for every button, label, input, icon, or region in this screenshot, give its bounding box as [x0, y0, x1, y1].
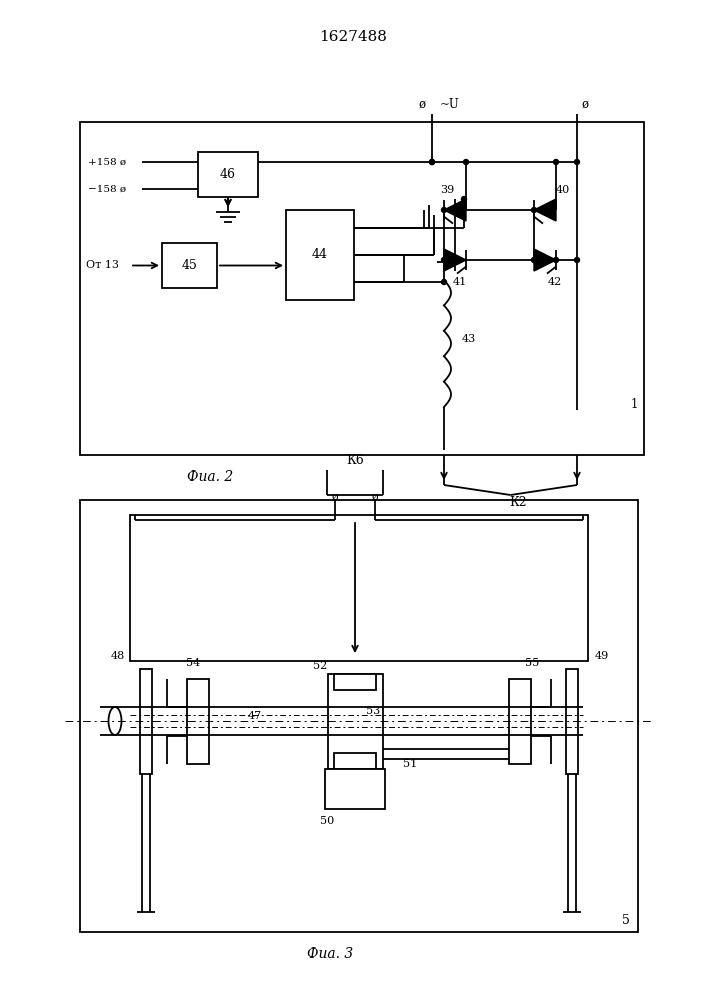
Bar	[140, 668, 152, 774]
Bar	[566, 668, 578, 774]
Text: 1: 1	[631, 398, 638, 412]
Circle shape	[462, 196, 467, 202]
Bar	[80, 122, 644, 455]
Bar	[509, 678, 531, 764]
Text: 45: 45	[182, 259, 197, 272]
Text: 1627488: 1627488	[319, 30, 387, 44]
Text: ø: ø	[332, 492, 339, 502]
Text: 41: 41	[453, 277, 467, 287]
Bar	[286, 210, 354, 300]
Circle shape	[575, 159, 580, 164]
Text: 40: 40	[556, 185, 570, 195]
Polygon shape	[534, 249, 556, 271]
Text: К6: К6	[346, 454, 364, 466]
Text: 39: 39	[440, 185, 454, 195]
Text: ~U: ~U	[440, 98, 460, 110]
Bar	[130, 515, 588, 661]
Bar	[162, 243, 217, 288]
Polygon shape	[444, 199, 466, 221]
Bar	[334, 674, 376, 690]
Text: ø: ø	[419, 98, 426, 110]
Text: 54: 54	[186, 658, 200, 668]
Text: 50: 50	[320, 816, 334, 826]
Circle shape	[373, 518, 378, 522]
Text: 48: 48	[111, 651, 125, 661]
Circle shape	[554, 159, 559, 164]
Text: ø: ø	[372, 492, 378, 502]
Text: 51: 51	[403, 759, 417, 769]
Bar	[187, 678, 209, 764]
Circle shape	[532, 257, 537, 262]
Text: 43: 43	[462, 334, 477, 344]
Text: 52: 52	[313, 661, 327, 671]
Circle shape	[441, 279, 447, 284]
Circle shape	[464, 159, 469, 164]
Bar	[334, 752, 376, 768]
Text: −158 ø: −158 ø	[88, 184, 126, 194]
Circle shape	[429, 159, 435, 164]
Bar	[327, 674, 382, 768]
Text: 5: 5	[622, 914, 630, 926]
Text: 49: 49	[595, 651, 609, 661]
Bar	[325, 768, 385, 808]
Text: +158 ø: +158 ø	[88, 157, 126, 166]
Text: Фиа. 2: Фиа. 2	[187, 470, 233, 484]
Circle shape	[554, 257, 559, 262]
Text: 47: 47	[248, 711, 262, 721]
Polygon shape	[534, 199, 556, 221]
Text: ø: ø	[581, 98, 588, 110]
Circle shape	[441, 257, 447, 262]
Circle shape	[429, 159, 435, 164]
Text: 53: 53	[366, 706, 380, 716]
Circle shape	[441, 208, 447, 213]
Bar	[80, 500, 638, 932]
Text: К2: К2	[510, 496, 527, 510]
Bar	[198, 152, 258, 197]
Circle shape	[332, 518, 337, 522]
Circle shape	[575, 257, 580, 262]
Text: От 13: От 13	[86, 260, 119, 270]
Circle shape	[532, 208, 537, 213]
Text: 55: 55	[525, 658, 539, 668]
Text: 44: 44	[312, 248, 328, 261]
Text: 42: 42	[548, 277, 562, 287]
Polygon shape	[444, 249, 466, 271]
Text: Фиа. 3: Фиа. 3	[307, 947, 353, 961]
Text: 46: 46	[220, 168, 236, 181]
